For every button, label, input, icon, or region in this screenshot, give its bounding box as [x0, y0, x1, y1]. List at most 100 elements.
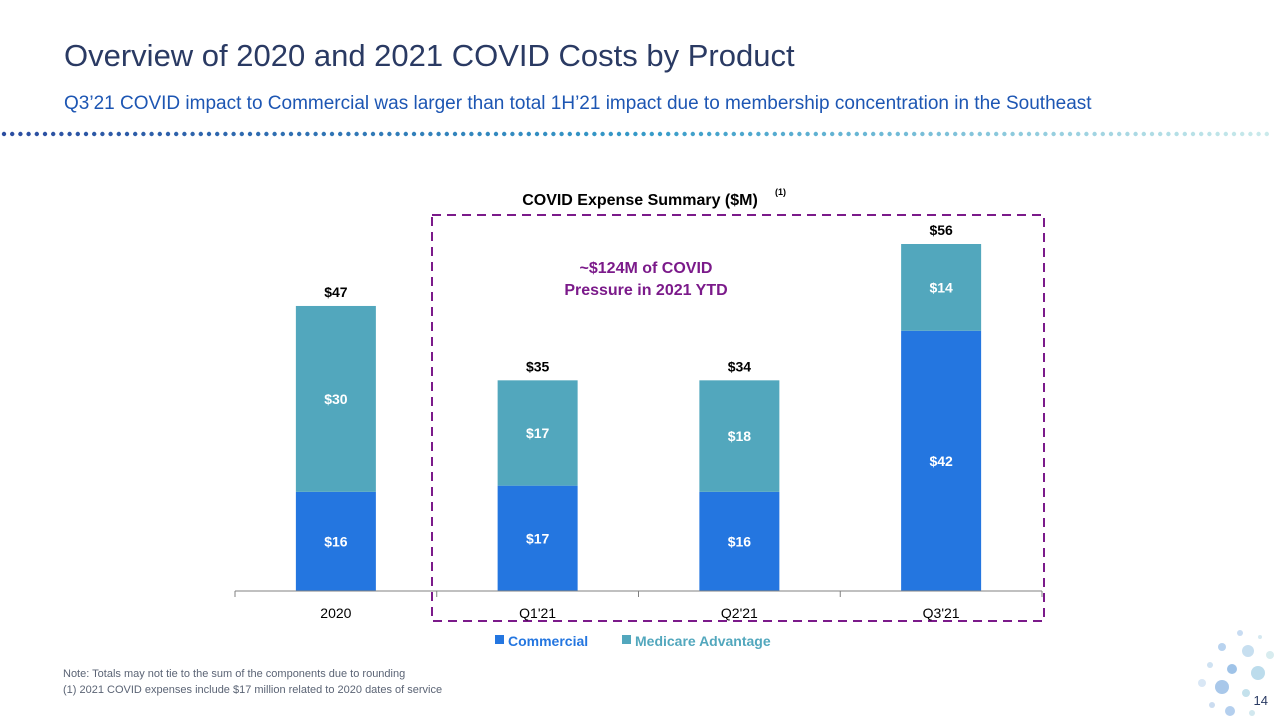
divider-dot — [698, 131, 704, 137]
x-tick-label: Q2'21 — [721, 605, 758, 621]
x-tick-label: 2020 — [320, 605, 351, 621]
divider-dot — [1223, 131, 1229, 137]
chart-title-footnote: (1) — [775, 187, 786, 197]
divider-dot — [780, 131, 786, 137]
divider-dot — [838, 131, 843, 137]
divider-dot — [977, 131, 982, 137]
divider-dot — [100, 131, 105, 137]
divider-dot — [985, 131, 991, 137]
divider-dot — [1149, 131, 1155, 137]
divider-dot — [1174, 131, 1179, 137]
divider-dot — [75, 131, 81, 137]
x-tick-label: Q3'21 — [923, 605, 960, 621]
footnote-rounding: Note: Totals may not tie to the sum of t… — [63, 668, 406, 680]
divider-dot — [239, 131, 244, 137]
chart-title-group: COVID Expense Summary ($M) (1) — [522, 187, 786, 209]
divider-dot — [707, 131, 712, 137]
divider-dot — [608, 131, 613, 137]
divider-dot — [346, 131, 351, 137]
divider-dot — [510, 131, 515, 137]
divider-dot — [592, 131, 597, 137]
divider-dot — [1215, 131, 1220, 137]
divider-dot — [329, 131, 335, 137]
x-tick-label: Q1'21 — [519, 605, 556, 621]
divider-dot — [288, 131, 294, 137]
chart-legend: Commercial Medicare Advantage — [495, 633, 771, 649]
decorative-dot-cluster — [1198, 630, 1274, 716]
divider-dot — [297, 131, 302, 137]
divider-dot — [190, 131, 195, 137]
bar-value-label: $16 — [324, 533, 348, 549]
divider-dot — [461, 131, 466, 137]
divider-dot — [18, 131, 23, 137]
divider-dot — [731, 131, 736, 137]
divider-dot — [1240, 131, 1245, 137]
covid-expense-chart: COVID Expense Summary ($M) (1) ~$124M of… — [234, 187, 1045, 649]
divider-dot — [215, 131, 220, 137]
divider-dot — [477, 131, 482, 137]
divider-dot — [994, 131, 999, 137]
divider-dot — [1141, 131, 1147, 137]
divider-dot — [1182, 131, 1188, 137]
bar-medicare-advantage-0 — [295, 305, 376, 492]
divider-dot — [1084, 131, 1089, 137]
divider-dot — [1207, 131, 1212, 137]
divider-dot — [600, 131, 605, 137]
divider-dot — [567, 131, 572, 137]
divider-dot — [772, 131, 777, 137]
divider-dot — [469, 131, 474, 137]
divider-dot — [370, 131, 376, 137]
divider-dot — [321, 131, 326, 137]
divider-dot — [264, 131, 269, 137]
divider-dot — [34, 131, 39, 137]
divider-dot — [912, 131, 917, 137]
divider-dot — [690, 131, 695, 137]
divider-dot — [1051, 131, 1056, 137]
bar-commercial-0 — [295, 491, 376, 591]
divider-dot — [551, 131, 556, 137]
bar-commercial-2 — [699, 491, 780, 591]
divider-dot — [108, 131, 113, 137]
divider-dot — [862, 131, 868, 137]
divider-dot — [543, 131, 548, 137]
divider-dot — [1158, 131, 1163, 137]
divider-dot — [534, 131, 540, 137]
divider-dot — [206, 131, 212, 137]
bars-group: $16 $30 $47 $17 $17 $35 $16 $18 $34 $42 $14 $56 — [295, 222, 982, 591]
divider-dot — [411, 131, 417, 137]
divider-dot — [362, 131, 367, 137]
bar-value-label: $14 — [929, 279, 953, 295]
divider-dot — [944, 131, 950, 137]
divider-dot — [1117, 131, 1122, 137]
divider-dot — [879, 131, 884, 137]
divider-dot — [821, 131, 827, 137]
divider-dot — [1190, 131, 1196, 137]
divider-dot — [387, 131, 392, 137]
bar-value-label: $17 — [526, 530, 550, 546]
divider-dot — [871, 131, 876, 137]
divider-dot — [428, 131, 433, 137]
divider-dot — [444, 131, 449, 137]
divider-dot — [59, 131, 64, 137]
divider-dot — [518, 131, 523, 137]
ytd-annotation-line-2: Pressure in 2021 YTD — [564, 282, 727, 299]
bar-total-label: $34 — [728, 358, 752, 374]
divider-dot — [649, 131, 654, 137]
legend-swatch — [495, 635, 504, 644]
divider-dot — [920, 131, 925, 137]
divider-dot — [854, 131, 859, 137]
divider-dot — [1002, 131, 1007, 137]
divider-dot — [723, 131, 728, 137]
divider-dot — [846, 131, 851, 137]
divider-dot — [1059, 131, 1065, 137]
divider-dot — [354, 131, 359, 137]
divider-dot — [641, 131, 646, 137]
divider-dot — [305, 131, 310, 137]
divider-dot — [1125, 131, 1130, 137]
divider-dot — [682, 131, 687, 137]
divider-dot — [231, 131, 236, 137]
divider-dot — [887, 131, 892, 137]
divider-dot — [1264, 131, 1270, 137]
divider-dot — [452, 131, 458, 137]
divider-dot — [928, 131, 933, 137]
